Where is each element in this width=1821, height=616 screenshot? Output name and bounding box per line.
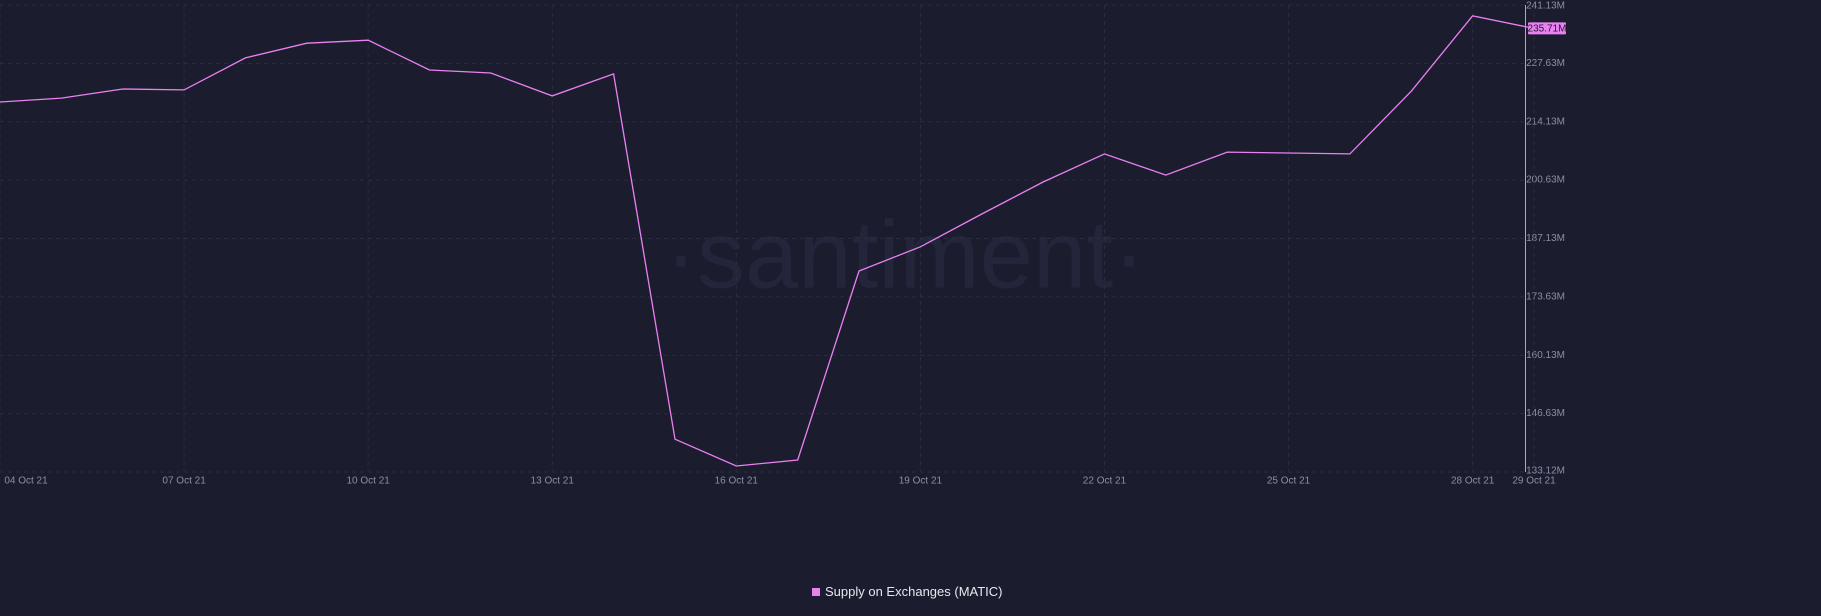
x-tick-label: 13 Oct 21	[531, 476, 575, 487]
y-tick-label: 133.12M	[1526, 466, 1565, 477]
legend-swatch	[812, 588, 820, 596]
x-tick-label: 25 Oct 21	[1267, 476, 1311, 487]
y-tick-label: 214.13M	[1526, 116, 1565, 127]
x-tick-label: 07 Oct 21	[162, 476, 206, 487]
x-tick-label: 04 Oct 21	[4, 476, 48, 487]
y-tick-label: 160.13M	[1526, 350, 1565, 361]
current-value-label: 235.71M	[1528, 24, 1567, 35]
y-tick-label: 227.63M	[1526, 58, 1565, 69]
y-tick-label: 187.13M	[1526, 233, 1565, 244]
y-tick-label: 146.63M	[1526, 408, 1565, 419]
y-tick-label: 173.63M	[1526, 291, 1565, 302]
x-tick-label: 28 Oct 21	[1451, 476, 1495, 487]
x-tick-label: 16 Oct 21	[715, 476, 759, 487]
y-tick-label: 241.13M	[1526, 1, 1565, 12]
x-tick-label: 29 Oct 21	[1512, 476, 1556, 487]
y-tick-label: 200.63M	[1526, 175, 1565, 186]
legend-label: Supply on Exchanges (MATIC)	[825, 584, 1003, 599]
current-value-badge	[1528, 22, 1566, 35]
watermark: ·santiment·	[665, 201, 1145, 308]
x-tick-label: 22 Oct 21	[1083, 476, 1127, 487]
data-line	[0, 15, 1535, 467]
x-tick-label: 10 Oct 21	[346, 476, 390, 487]
x-tick-label: 19 Oct 21	[899, 476, 943, 487]
